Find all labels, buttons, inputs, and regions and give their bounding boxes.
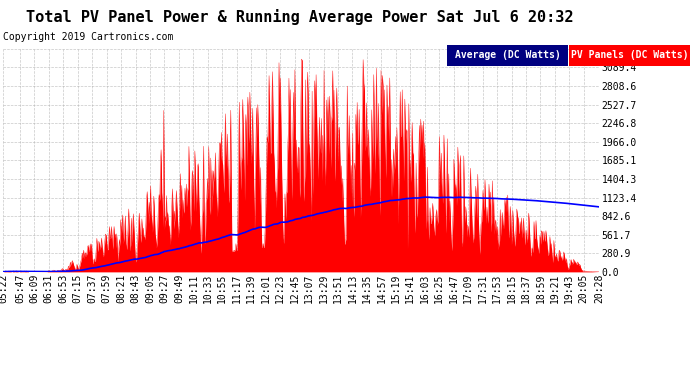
Text: Copyright 2019 Cartronics.com: Copyright 2019 Cartronics.com xyxy=(3,32,174,42)
Text: Total PV Panel Power & Running Average Power Sat Jul 6 20:32: Total PV Panel Power & Running Average P… xyxy=(26,9,574,26)
Text: Average (DC Watts): Average (DC Watts) xyxy=(455,50,560,60)
Text: PV Panels (DC Watts): PV Panels (DC Watts) xyxy=(571,50,689,60)
